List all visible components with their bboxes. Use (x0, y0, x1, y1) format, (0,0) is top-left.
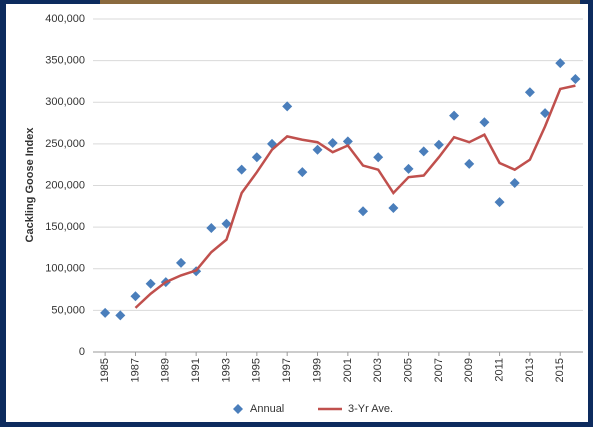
marker (175, 257, 186, 268)
marker (358, 206, 369, 217)
y-tick-label: 200,000 (45, 179, 85, 191)
marker (236, 164, 247, 175)
marker (206, 222, 217, 233)
y-tick-label: 0 (79, 346, 85, 358)
x-tick-label: 2015 (554, 358, 566, 382)
marker (388, 202, 399, 213)
marker (570, 73, 581, 84)
marker (312, 144, 323, 155)
x-tick-label: 1987 (129, 358, 141, 382)
y-tick-label: 150,000 (45, 221, 85, 233)
y-tick-label: 300,000 (45, 96, 85, 108)
marker (373, 152, 384, 163)
marker (433, 139, 444, 150)
x-tick-label: 1993 (220, 358, 232, 382)
marker (555, 58, 566, 69)
x-tick-label: 2013 (524, 358, 536, 382)
x-tick-label: 1991 (190, 358, 202, 382)
marker (221, 218, 232, 229)
legend-label: Annual (250, 403, 284, 415)
y-axis-label: Cackling Goose Index (24, 127, 36, 243)
marker (297, 167, 308, 178)
x-tick-label: 2005 (402, 358, 414, 382)
y-tick-label: 250,000 (45, 138, 85, 150)
x-tick-label: 2007 (433, 358, 445, 382)
x-tick-label: 2009 (463, 358, 475, 382)
marker (282, 101, 293, 112)
x-tick-label: 2011 (493, 358, 505, 382)
marker (418, 146, 429, 157)
legend-marker (233, 404, 243, 414)
x-tick-label: 1989 (160, 358, 172, 382)
marker (130, 291, 141, 302)
y-tick-label: 350,000 (45, 55, 85, 67)
marker (342, 136, 353, 147)
photo-strip (100, 0, 580, 6)
line (134, 84, 576, 309)
marker (494, 197, 505, 208)
y-tick-label: 50,000 (51, 304, 85, 316)
marker (509, 178, 520, 189)
marker (464, 158, 475, 169)
marker (403, 163, 414, 174)
marker (251, 152, 262, 163)
x-tick-label: 1999 (311, 358, 323, 382)
y-tick-label: 100,000 (45, 263, 85, 275)
marker (479, 117, 490, 128)
x-tick-label: 2003 (372, 358, 384, 382)
x-tick-label: 1995 (251, 358, 263, 382)
x-tick-label: 1985 (99, 358, 111, 382)
marker (524, 87, 535, 98)
x-tick-label: 2001 (342, 358, 354, 382)
marker (115, 310, 126, 321)
marker (540, 108, 551, 119)
marker (145, 278, 156, 289)
x-tick-label: 1997 (281, 358, 293, 382)
y-tick-label: 400,000 (45, 13, 85, 25)
marker (449, 110, 460, 121)
marker (100, 307, 111, 318)
legend-label: 3-Yr Ave. (348, 403, 393, 415)
marker (327, 138, 338, 149)
